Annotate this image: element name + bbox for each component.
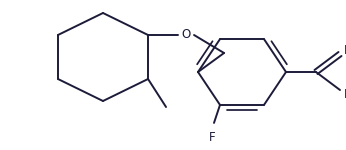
Text: F: F bbox=[209, 131, 215, 144]
Text: O: O bbox=[181, 28, 191, 42]
Text: NH: NH bbox=[344, 87, 346, 100]
Text: NH: NH bbox=[344, 44, 346, 57]
